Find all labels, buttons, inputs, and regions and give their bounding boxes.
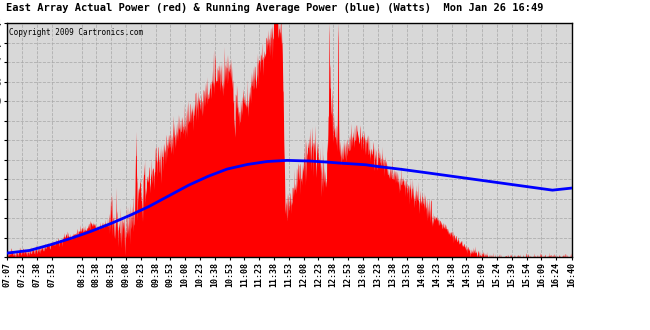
Text: East Array Actual Power (red) & Running Average Power (blue) (Watts)  Mon Jan 26: East Array Actual Power (red) & Running … [6,3,544,13]
Text: Copyright 2009 Cartronics.com: Copyright 2009 Cartronics.com [9,28,144,37]
